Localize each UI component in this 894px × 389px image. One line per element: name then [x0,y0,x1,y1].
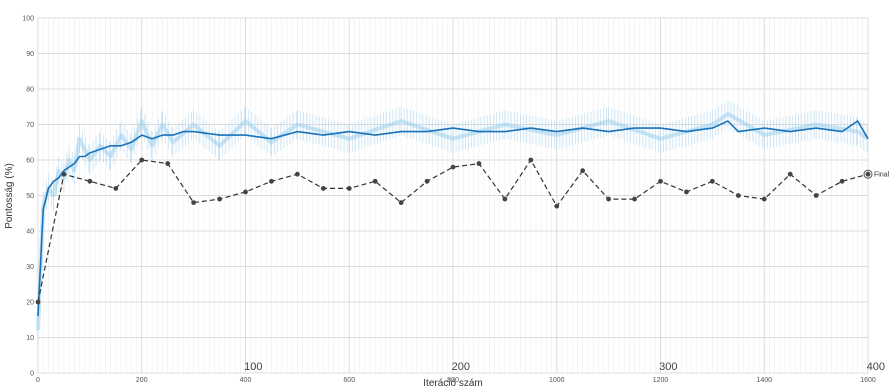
validation-point [424,178,430,184]
y-tick-label: 80 [26,87,34,94]
validation-point [606,196,612,202]
validation-point [269,178,274,184]
validation-point [761,196,767,202]
axis-tick-labels: 0 200 400 600 800 1000 1200 1400 1600 0 10 20 30 40 50… [22,16,876,385]
y-tick-label: 50 [26,193,34,200]
validation-point [450,164,456,170]
raw-accuracy-line [36,111,870,331]
epoch-label: 100 [244,361,262,373]
validation-point [320,186,326,191]
validation-point [294,171,300,177]
epoch-label: 200 [452,361,470,373]
final-marker [863,169,873,179]
x-tick-label: 800 [447,377,459,384]
smoothed-accuracy-line [37,120,869,317]
validation-point [632,196,637,202]
validation-point [476,161,482,166]
final-label: Final [874,172,890,179]
grid-lines [37,17,869,374]
validation-point [243,189,248,195]
validation-point [839,178,845,184]
x-tick-label: 1600 [860,377,876,384]
validation-point [684,189,689,195]
epoch-label: 300 [659,361,677,373]
validation-point [217,196,222,202]
y-tick-label: 90 [26,51,34,58]
validation-point [61,171,67,177]
validation-point [165,161,171,166]
validation-accuracy-line [37,158,869,303]
x-tick-label: 0 [36,377,40,384]
validation-point [528,157,534,163]
y-tick-label: 20 [26,300,34,307]
validation-point [554,203,560,209]
x-tick-label: 1200 [653,377,669,384]
x-axis-title: Iteráció szám [423,378,482,389]
validation-point [372,178,378,184]
validation-point [113,186,119,191]
x-tick-label: 200 [136,377,148,384]
x-tick-label: 1400 [756,377,772,384]
validation-point [865,171,871,177]
validation-point [139,157,145,163]
x-tick-label: 600 [343,377,355,384]
y-tick-label: 0 [30,371,34,378]
y-tick-label: 100 [22,16,34,23]
y-tick-label: 30 [26,264,34,271]
validation-accuracy-series: Final [35,157,890,305]
validation-point [35,299,41,305]
validation-point [502,196,508,202]
y-tick-label: 70 [26,122,34,129]
validation-point [658,178,663,184]
x-tick-label: 1000 [549,377,565,384]
epoch-labels: 100 200 300 400 [244,361,885,373]
smoothed-accuracy-series [37,120,869,317]
y-tick-label: 40 [26,229,34,236]
x-tick-label: 400 [240,377,252,384]
validation-point [580,168,586,174]
validation-point [346,186,352,191]
y-tick-label: 10 [26,335,34,342]
validation-point [813,193,819,198]
validation-point [191,200,197,206]
epoch-label: 400 [867,361,885,373]
y-tick-label: 60 [26,158,34,165]
validation-point [735,193,741,198]
validation-point [87,178,93,184]
raw-accuracy-band [36,99,870,345]
validation-point [787,171,793,177]
y-axis-title: Pontosság (%) [4,163,15,229]
validation-point [398,200,404,206]
validation-point [709,178,715,184]
